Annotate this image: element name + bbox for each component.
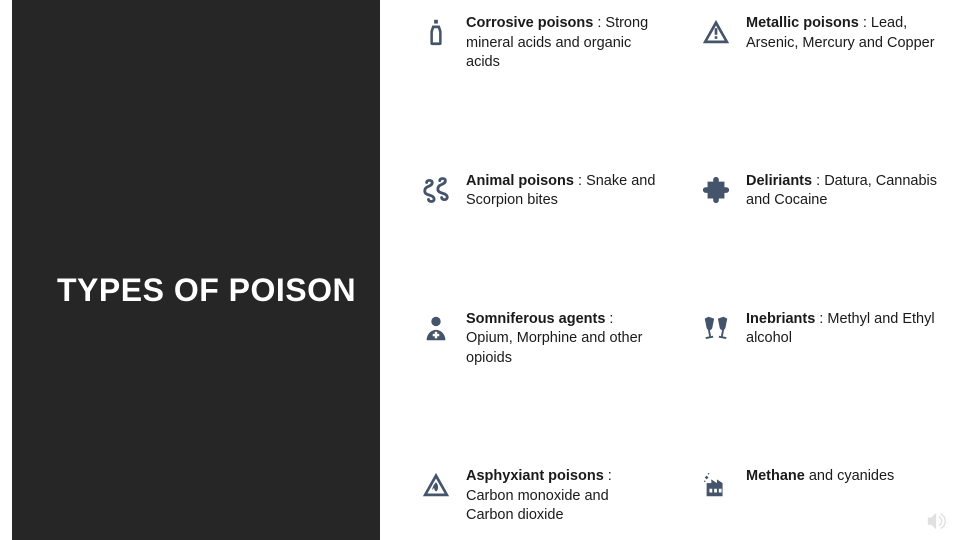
item-bold: Corrosive poisons bbox=[466, 15, 593, 31]
item-bold: Somniferous agents bbox=[466, 311, 605, 327]
item-text: Inebriants : Methyl and Ethyl alcohol bbox=[746, 310, 940, 349]
list-item: Asphyxiant poisons : Carbon monoxide and… bbox=[420, 467, 660, 526]
item-sep: : bbox=[812, 173, 824, 189]
list-item: Metallic poisons : Lead, Arsenic, Mercur… bbox=[700, 14, 940, 73]
grid-row: Corrosive poisons : Strong mineral acids… bbox=[420, 14, 940, 73]
item-sep: : bbox=[815, 311, 827, 327]
item-rest: and cyanides bbox=[809, 468, 894, 484]
item-sep: : bbox=[604, 468, 612, 484]
list-item: Methane and cyanides bbox=[700, 467, 940, 526]
item-text: Animal poisons : Snake and Scorpion bite… bbox=[466, 172, 660, 211]
content-grid: Corrosive poisons : Strong mineral acids… bbox=[380, 0, 960, 540]
item-text: Corrosive poisons : Strong mineral acids… bbox=[466, 14, 660, 73]
flame-icon bbox=[420, 469, 452, 501]
item-bold: Methane bbox=[746, 468, 805, 484]
item-sep: : bbox=[593, 15, 605, 31]
item-rest: Opium, Morphine and other opioids bbox=[466, 330, 643, 366]
factory-icon bbox=[700, 469, 732, 501]
title-panel: TYPES OF POISON bbox=[12, 0, 380, 540]
item-bold: Deliriants bbox=[746, 173, 812, 189]
list-item: Deliriants : Datura, Cannabis and Cocain… bbox=[700, 172, 940, 211]
item-rest: Carbon monoxide and Carbon dioxide bbox=[466, 488, 609, 524]
warning-icon bbox=[700, 16, 732, 48]
item-text: Deliriants : Datura, Cannabis and Cocain… bbox=[746, 172, 940, 211]
item-text: Asphyxiant poisons : Carbon monoxide and… bbox=[466, 467, 660, 526]
list-item: Corrosive poisons : Strong mineral acids… bbox=[420, 14, 660, 73]
item-bold: Inebriants bbox=[746, 311, 815, 327]
bottle-icon bbox=[420, 16, 452, 48]
grid-row: Somniferous agents : Opium, Morphine and… bbox=[420, 310, 940, 369]
item-bold: Asphyxiant poisons bbox=[466, 468, 604, 484]
item-bold: Animal poisons bbox=[466, 173, 574, 189]
slide: TYPES OF POISON Corrosive poisons : Stro… bbox=[0, 0, 960, 540]
item-sep: : bbox=[605, 311, 613, 327]
list-item: Animal poisons : Snake and Scorpion bite… bbox=[420, 172, 660, 211]
cheers-icon bbox=[700, 312, 732, 344]
item-sep: : bbox=[574, 173, 586, 189]
puzzle-icon bbox=[700, 174, 732, 206]
snake-icon bbox=[420, 174, 452, 206]
item-bold: Metallic poisons bbox=[746, 15, 859, 31]
page-title: TYPES OF POISON bbox=[57, 270, 356, 310]
item-text: Metallic poisons : Lead, Arsenic, Mercur… bbox=[746, 14, 940, 53]
list-item: Inebriants : Methyl and Ethyl alcohol bbox=[700, 310, 940, 369]
item-text: Somniferous agents : Opium, Morphine and… bbox=[466, 310, 660, 369]
speaker-icon bbox=[926, 512, 948, 530]
grid-row: Asphyxiant poisons : Carbon monoxide and… bbox=[420, 467, 940, 526]
grid-row: Animal poisons : Snake and Scorpion bite… bbox=[420, 172, 940, 211]
item-sep: : bbox=[859, 15, 871, 31]
item-text: Methane and cyanides bbox=[746, 467, 894, 487]
list-item: Somniferous agents : Opium, Morphine and… bbox=[420, 310, 660, 369]
doctor-icon bbox=[420, 312, 452, 344]
